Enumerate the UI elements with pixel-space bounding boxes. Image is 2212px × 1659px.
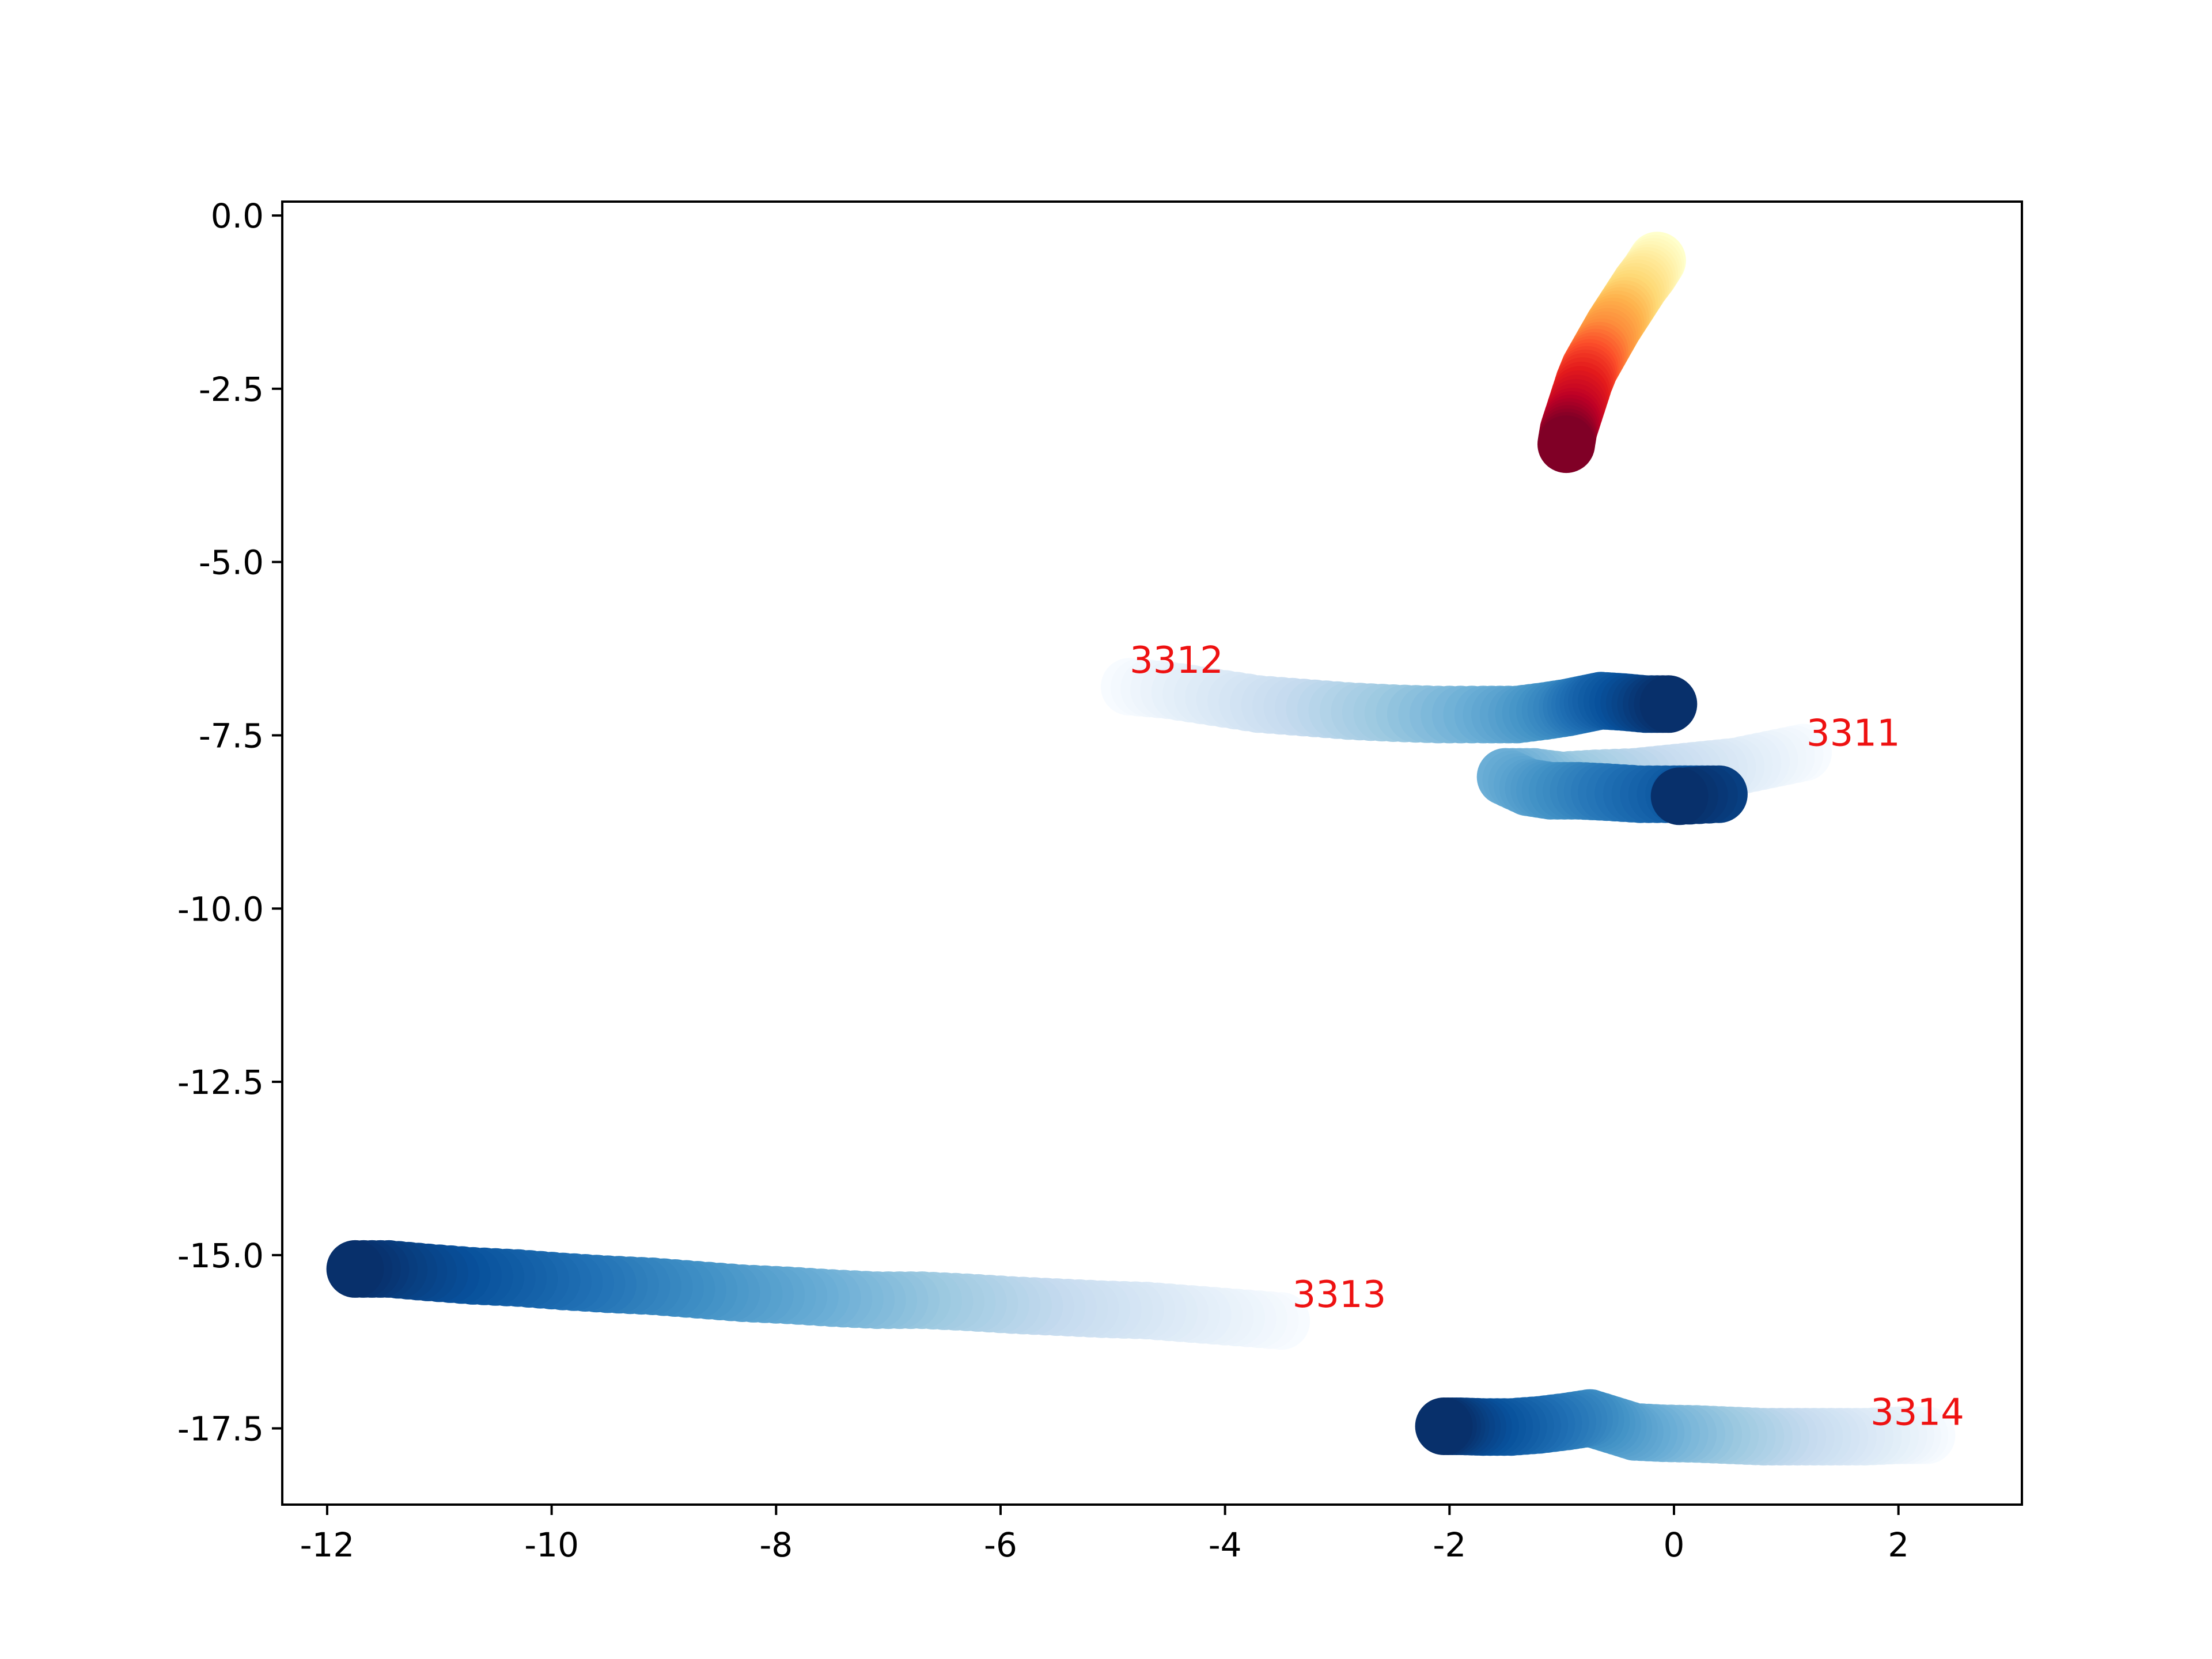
x-axis: -12 -10 -8 -6 -4 -2 0 2 — [300, 1505, 1909, 1565]
series-layer — [326, 232, 1956, 1466]
x-tick-label: -12 — [300, 1525, 355, 1565]
x-tick-label: 2 — [1888, 1525, 1909, 1565]
track-label-layer: 3312 3311 3313 3314 — [1130, 639, 1964, 1434]
x-tick-label: -2 — [1433, 1525, 1466, 1565]
y-tick-label: -17.5 — [177, 1410, 264, 1449]
x-tick-label: -4 — [1209, 1525, 1242, 1565]
series-3311 — [1476, 724, 1832, 825]
y-tick-label: -15.0 — [177, 1236, 264, 1275]
trajectory-point — [1650, 767, 1709, 825]
y-tick-label: -7.5 — [199, 716, 264, 755]
y-tick-label: 0.0 — [211, 196, 264, 236]
y-tick-label: -12.5 — [177, 1063, 264, 1102]
trajectory-point — [1415, 1397, 1473, 1455]
series-ego — [1537, 232, 1686, 474]
x-tick-label: 0 — [1664, 1525, 1685, 1565]
trajectory-point — [1537, 415, 1595, 474]
series-3314 — [1415, 1389, 1956, 1466]
track-label-3313: 3313 — [1293, 1274, 1387, 1316]
track-label-3311: 3311 — [1806, 713, 1900, 755]
trajectory-point — [1639, 675, 1698, 733]
trajectory-point — [326, 1240, 384, 1298]
x-tick-label: -8 — [759, 1525, 793, 1565]
x-tick-label: -10 — [524, 1525, 579, 1565]
y-tick-label: -2.5 — [199, 370, 264, 409]
series-3312 — [1101, 658, 1698, 744]
y-axis: 0.0 -2.5 -5.0 -7.5 -10.0 -12.5 -15.0 -17.5 — [177, 196, 282, 1449]
track-label-3312: 3312 — [1130, 639, 1224, 682]
y-tick-label: -5.0 — [199, 543, 264, 582]
plot-frame — [281, 200, 2023, 1506]
series-3313 — [326, 1240, 1310, 1350]
track-label-3314: 3314 — [1870, 1392, 1964, 1434]
x-tick-label: -6 — [984, 1525, 1017, 1565]
y-tick-label: -10.0 — [177, 889, 264, 929]
